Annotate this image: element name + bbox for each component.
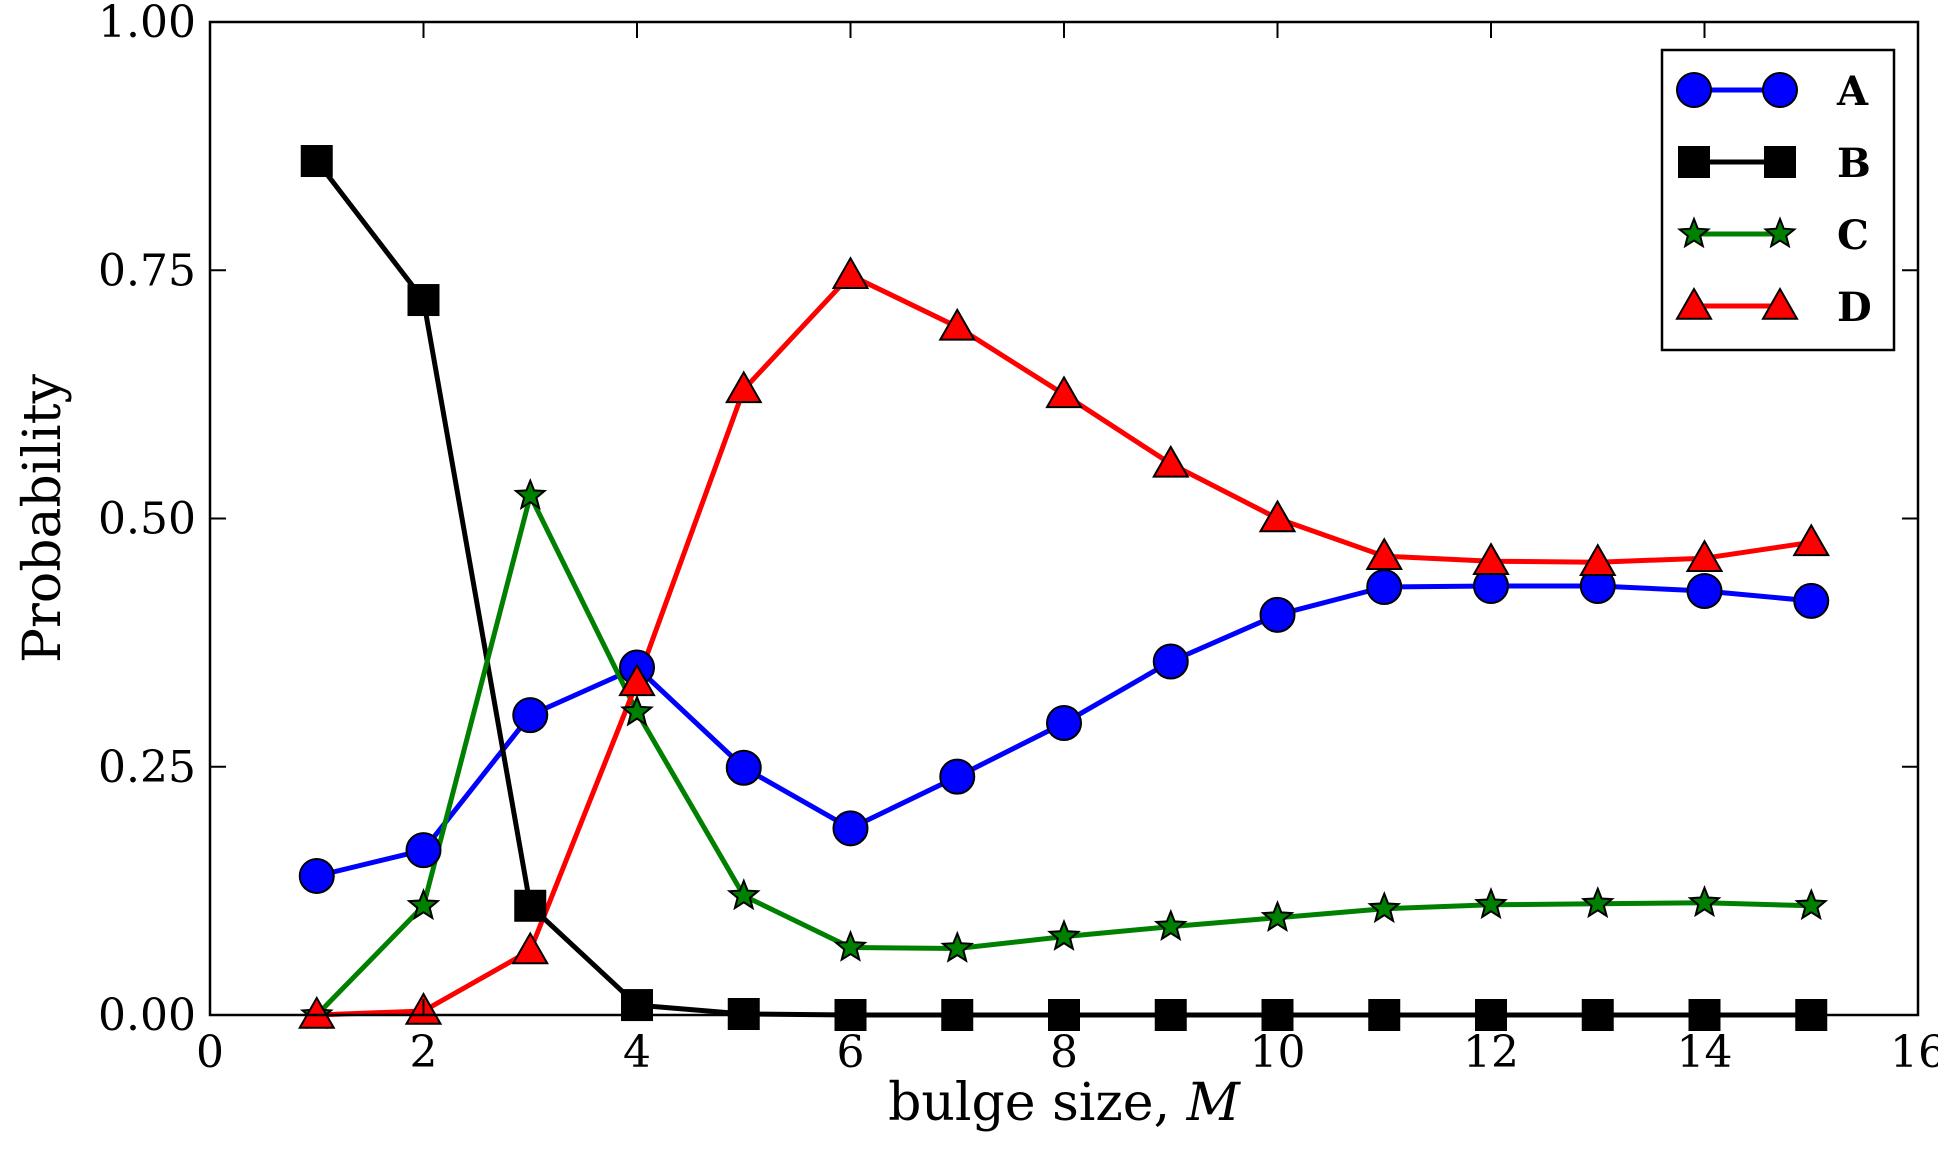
data-point-d [511,931,549,965]
data-point-c [1687,885,1722,918]
data-point-b [514,889,547,922]
data-point-d [1258,499,1297,533]
data-point-c [620,694,654,727]
y-axis: 0.00 0.25 0.50 0.75 1.00 [98,0,1918,1041]
legend-entry-a: A [1676,68,1869,115]
x-tick-label: 8 [1050,1027,1078,1078]
data-point-b [407,284,440,317]
plot-markers [298,145,1830,1031]
data-point-a [1793,582,1830,619]
x-tick-label: 6 [837,1027,865,1078]
data-point-c [1367,890,1402,924]
legend-label: A [1836,68,1869,115]
x-tick-label: 4 [623,1027,651,1078]
data-point-c [726,878,761,911]
data-point-d [831,256,870,289]
data-point-a [1366,569,1403,606]
legend-label: B [1837,140,1871,187]
data-point-a [939,758,976,795]
data-point-d [298,995,336,1029]
data-point-d [1472,542,1510,575]
data-point-d [1685,539,1724,572]
data-point-c [513,477,548,511]
data-point-a [1152,643,1189,680]
x-tick-label: 16 [1890,1027,1938,1078]
data-point-d [618,663,656,697]
data-point-c [1794,888,1829,921]
x-tick-label: 10 [1250,1027,1306,1078]
data-point-c [406,888,441,921]
data-point-c [940,930,975,963]
data-point-a [1686,572,1723,609]
data-point-c [1047,918,1081,951]
data-point-c [1153,908,1188,942]
legend-entry-c: C [1677,212,1869,259]
y-tick-label: 0.50 [98,494,196,545]
y-axis-label: Probability [13,373,73,663]
legend-marker [1678,146,1710,178]
data-point-d [1792,523,1830,557]
x-tick-label: 2 [410,1027,438,1078]
legend-entry-b: B [1678,140,1871,187]
data-point-d [1045,375,1083,409]
data-point-c [1260,899,1295,933]
legend-label: D [1837,284,1872,331]
y-tick-label: 0.75 [98,245,196,296]
data-point-c [1474,887,1508,920]
x-axis-label: bulge size, M [888,1073,1242,1133]
data-point-d [1579,543,1617,576]
legend-marker [1762,72,1798,108]
data-point-d [1152,444,1190,478]
y-tick-label: 1.00 [98,0,196,48]
data-point-c [833,929,868,962]
data-point-a [298,857,335,894]
legend-marker [1763,216,1797,249]
data-point-a [725,749,762,786]
y-tick-label: 0.00 [98,990,196,1041]
legend-label: C [1837,212,1869,259]
x-axis-label-variable: M [1186,1073,1242,1133]
data-point-d [938,307,976,341]
data-point-a [1046,705,1082,742]
data-point-d [1365,537,1403,570]
x-tick-label: 12 [1463,1027,1519,1078]
data-point-b [300,145,333,178]
legend-marker [1764,146,1796,178]
data-point-c [1580,886,1615,919]
data-point-a [832,810,869,847]
x-axis: 0 2 4 6 8 10 12 14 16 [196,22,1938,1078]
legend-marker [1675,286,1713,320]
x-tick-label: 14 [1677,1027,1733,1078]
y-tick-label: 0.25 [98,742,196,793]
data-point-a [1259,596,1296,633]
data-point-a [512,697,549,734]
legend-entry-d: D [1675,284,1872,331]
data-point-a [405,832,442,869]
x-axis-label-text: bulge size, [888,1073,1187,1133]
legend-marker [1677,216,1711,249]
legend-marker [1676,72,1712,108]
x-tick-label: 0 [196,1027,224,1078]
legend-marker [1761,286,1799,320]
data-point-d [725,370,763,404]
